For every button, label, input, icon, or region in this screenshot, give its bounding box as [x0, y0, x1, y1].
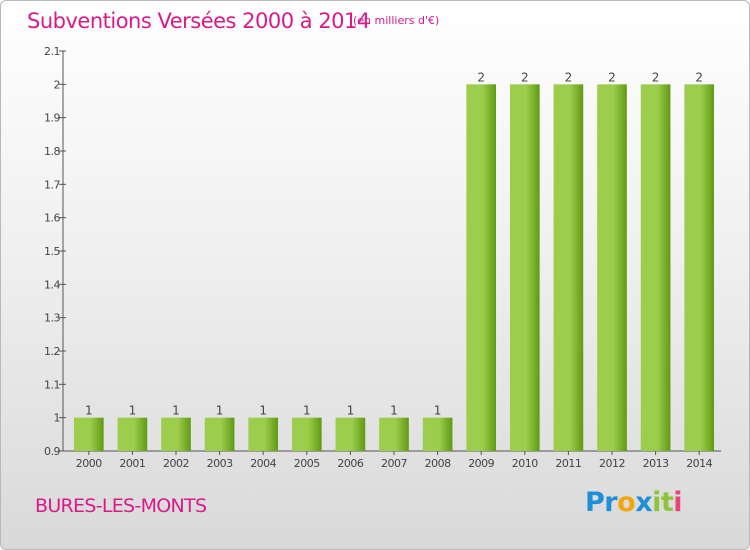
y-tick-label: 2 — [54, 78, 61, 91]
y-tick-label: 1.3 — [44, 312, 60, 325]
y-tick-label: 1.5 — [44, 245, 60, 258]
bar — [248, 417, 279, 451]
bar — [73, 417, 104, 451]
bar — [291, 417, 322, 451]
x-tick-label: 2013 — [643, 457, 669, 470]
y-tick-label: 1.6 — [44, 212, 60, 225]
x-tick-label: 2002 — [163, 457, 189, 470]
bar — [117, 417, 148, 451]
bar — [204, 417, 235, 451]
y-tick-label: 1.1 — [44, 378, 60, 391]
bar — [335, 417, 366, 451]
logo-letter: o — [617, 487, 636, 518]
y-tick-label: 1.2 — [44, 345, 60, 358]
bar — [379, 417, 409, 451]
bars-group — [73, 84, 715, 451]
data-label: 1 — [129, 404, 137, 418]
commune-name: BURES-LES-MONTS — [35, 495, 207, 517]
y-tick-label: 1.9 — [44, 112, 60, 125]
y-tick-label: 0.9 — [44, 445, 60, 458]
y-tick-label: 1.7 — [44, 178, 60, 191]
logo-letter: P — [585, 487, 605, 518]
bar — [161, 417, 191, 451]
x-tick-label: 2004 — [250, 457, 276, 470]
logo-letter: r — [604, 487, 618, 518]
data-label: 1 — [434, 404, 442, 418]
x-tick-label: 2003 — [207, 457, 233, 470]
data-label: 1 — [172, 404, 180, 418]
x-tick-label: 2007 — [381, 457, 407, 470]
x-tick-label: 2001 — [119, 457, 145, 470]
data-label: 1 — [390, 404, 398, 418]
bar — [684, 84, 715, 451]
data-label: 1 — [347, 404, 355, 418]
y-tick-label: 2.1 — [44, 45, 60, 58]
bar — [597, 84, 627, 451]
data-label: 1 — [85, 404, 93, 418]
y-tick-label: 1 — [54, 412, 61, 425]
data-label: 2 — [521, 70, 529, 84]
logo-letter: i — [673, 487, 683, 518]
x-tick-label: 2012 — [599, 457, 625, 470]
data-label: 1 — [303, 404, 311, 418]
unit-label: (en milliers d'€) — [353, 14, 440, 27]
data-label: 2 — [608, 70, 616, 84]
x-tick-label: 2009 — [468, 457, 494, 470]
x-tick-label: 2000 — [76, 457, 102, 470]
bar — [640, 84, 671, 451]
y-tick-label: 1.8 — [44, 145, 60, 158]
logo-letter: t — [660, 487, 674, 518]
chart-title: Subventions Versées 2000 à 2014 — [27, 9, 370, 33]
data-label: 2 — [565, 70, 573, 84]
x-tick-label: 2011 — [555, 457, 581, 470]
y-tick-label: 1.4 — [44, 278, 60, 291]
data-label: 1 — [259, 404, 267, 418]
x-tick-label: 2005 — [294, 457, 320, 470]
x-tick-label: 2006 — [337, 457, 363, 470]
bar — [509, 84, 540, 451]
data-label: 2 — [695, 70, 703, 84]
x-tick-label: 2014 — [686, 457, 712, 470]
bar — [553, 84, 584, 451]
logo-letter: x — [635, 487, 653, 518]
data-label: 2 — [652, 70, 660, 84]
data-label: 2 — [477, 70, 485, 84]
logo-letter: i — [652, 487, 661, 518]
bar — [422, 417, 453, 451]
x-tick-label: 2010 — [512, 457, 538, 470]
data-label: 1 — [216, 404, 224, 418]
bar — [466, 84, 497, 451]
x-tick-label: 2008 — [425, 457, 451, 470]
labels-group: 2000 1 2001 1 2002 1 2003 1 2004 1 2005 1 2006 1 2007 1… — [76, 70, 713, 470]
proxiti-logo[interactable]: Proxiti — [585, 487, 683, 518]
